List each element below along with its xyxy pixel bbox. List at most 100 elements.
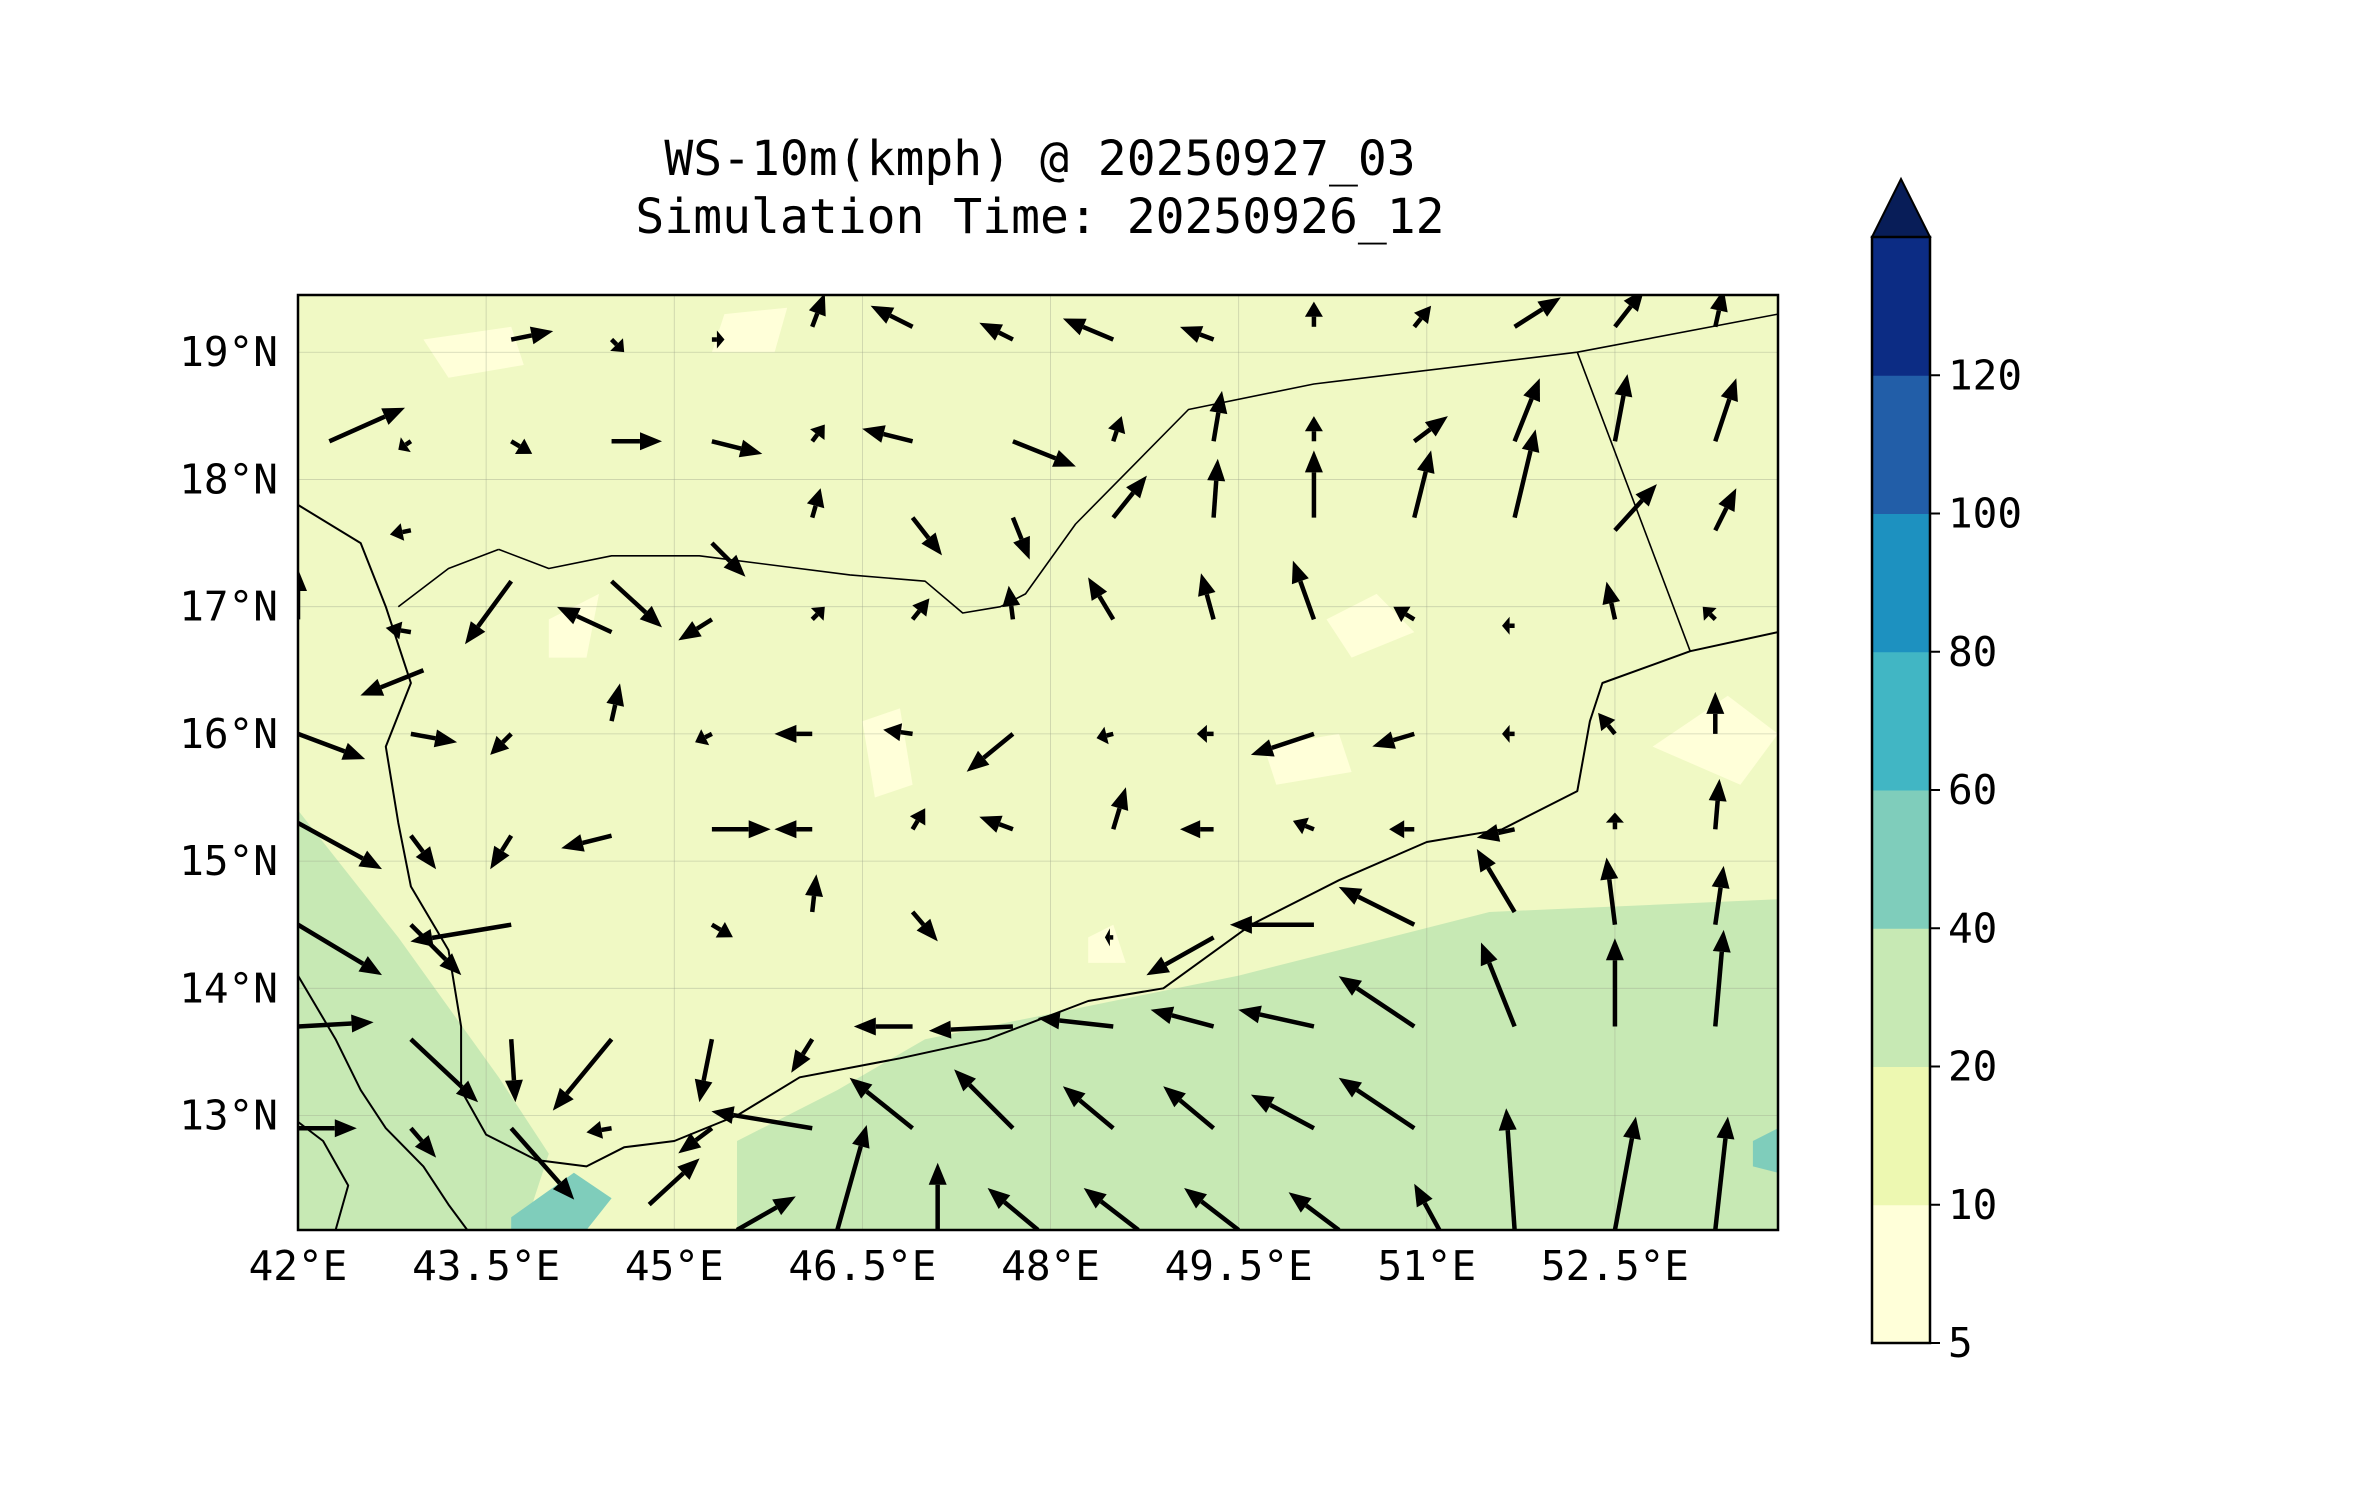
colorbar-extend-triangle <box>1870 176 1932 238</box>
wind-vector-arrow <box>806 488 825 519</box>
latitude-tick-label: 13°N <box>179 1092 278 1140</box>
wind-vector-arrow <box>909 808 926 831</box>
wind-vector-arrow <box>1502 616 1515 635</box>
wind-vector-arrow <box>398 437 413 453</box>
wind-speed-contour-5-10 <box>1088 924 1126 963</box>
wind-vector-arrow <box>710 541 746 577</box>
african-coast-small <box>298 1121 350 1230</box>
colorbar-tick-label: 120 <box>1948 351 2022 399</box>
wind-vector-arrow <box>1713 378 1738 443</box>
wind-vector-arrow <box>910 910 938 942</box>
longitude-tick-label: 51°E <box>1377 1242 1476 1290</box>
wind-vector-arrow <box>883 723 913 742</box>
longitude-tick-label: 45°E <box>625 1242 724 1290</box>
colorbar-segment <box>1872 1204 1930 1344</box>
wind-vector-arrow <box>1393 606 1416 623</box>
colorbar-tick-label: 80 <box>1948 628 1997 676</box>
wind-vector-arrow <box>1012 439 1076 467</box>
wind-vector-arrow <box>694 1038 715 1103</box>
wind-vector-arrow <box>1513 297 1561 329</box>
wind-speed-contour-5-10 <box>548 593 599 658</box>
latitude-tick-label: 18°N <box>179 455 278 503</box>
wind-vector-arrow <box>1338 886 1416 927</box>
colorbar-segment <box>1872 790 1930 929</box>
wind-vector-arrow <box>298 820 382 870</box>
colorbar-tick-label: 5 <box>1948 1319 1973 1367</box>
wind-vector-arrow <box>1602 581 1621 620</box>
wind-vector-arrow <box>966 732 1015 772</box>
wind-vector-arrow <box>979 322 1014 342</box>
wind-vector-arrow <box>1598 712 1617 736</box>
wind-vector-arrow <box>1338 976 1416 1029</box>
wind-vector-arrow <box>835 1125 870 1230</box>
wind-vector-arrow <box>1198 573 1216 620</box>
wind-vector-arrow <box>710 922 733 938</box>
wind-vector-arrow <box>1209 390 1228 442</box>
colorbar-segment <box>1872 237 1930 376</box>
wind-vector-arrow <box>1110 787 1129 830</box>
wind-vector-arrow <box>1708 778 1727 830</box>
wind-vector-arrow <box>1338 1077 1416 1131</box>
wind-vector-arrow <box>1096 726 1114 745</box>
wind-vector-arrow <box>1612 374 1633 442</box>
wind-speed-contour-5-10 <box>423 326 524 378</box>
wind-vector-arrow <box>810 606 825 621</box>
wind-vector-arrow <box>1180 820 1214 839</box>
wind-vector-arrow <box>1180 326 1215 343</box>
wind-vector-arrow <box>1104 928 1114 947</box>
saudi-yemen-border <box>498 313 1778 614</box>
colorbar-segment <box>1872 928 1930 1067</box>
wind-vector-arrow <box>910 516 942 556</box>
wind-vector-arrow <box>1250 731 1315 757</box>
wind-vector-arrow <box>606 683 624 722</box>
longitude-tick-label: 52.5°E <box>1541 1242 1689 1290</box>
wind-vector-arrow <box>1414 1183 1442 1230</box>
wind-vector-arrow <box>409 1037 479 1103</box>
wind-vector-arrow <box>870 305 914 329</box>
wind-vector-arrow <box>1476 849 1517 914</box>
longitude-tick-label: 49.5°E <box>1165 1242 1313 1290</box>
wind-vector-arrow <box>711 330 725 349</box>
wind-vector-arrow <box>1512 429 1540 519</box>
latitude-tick-label: 14°N <box>179 964 278 1012</box>
colorbar-tick-label: 40 <box>1948 904 1997 952</box>
wind-vector-arrow <box>1196 724 1214 743</box>
map-title-line1: WS-10m(kmph) @ 20250927_03 <box>664 131 1416 187</box>
wind-vector-arrow <box>490 732 513 755</box>
colorbar-segment <box>1872 1066 1930 1206</box>
colorbar-segment <box>1872 651 1930 791</box>
colorbar-tick-label: 60 <box>1948 766 1997 814</box>
wind-vector-arrow <box>928 1162 947 1230</box>
wind-vector-arrow <box>298 1119 357 1138</box>
colorbar-tick-label: 100 <box>1948 490 2022 538</box>
wind-vector-arrow <box>791 1037 815 1073</box>
wind-vector-arrow <box>1207 458 1226 518</box>
wind-vector-arrow <box>1291 560 1317 621</box>
saudi-border-west <box>397 548 499 608</box>
colorbar-tick-label: 10 <box>1948 1181 1997 1229</box>
wind-speed-contour-5-10 <box>1652 695 1778 785</box>
longitude-tick-label: 42°E <box>249 1242 348 1290</box>
wind-vector-arrow <box>1713 1116 1735 1230</box>
colorbar-segment <box>1872 375 1930 514</box>
wind-vector-arrow <box>1250 1094 1315 1131</box>
wind-vector-arrow <box>557 606 613 635</box>
wind-vector-arrow <box>509 1126 575 1200</box>
wind-vector-arrow <box>678 1126 714 1154</box>
wind-vector-arrow <box>954 1069 1015 1130</box>
wind-vector-arrow <box>389 523 412 541</box>
wind-vector-arrow <box>1062 1086 1115 1130</box>
colorbar-segment <box>1872 513 1930 653</box>
yemen-oman-border <box>1576 351 1691 652</box>
wind-speed-contour-20-40 <box>737 899 1778 1230</box>
wind-vector-arrow <box>1710 295 1728 328</box>
wind-vector-arrow <box>1184 1188 1241 1230</box>
wind-vector-arrow <box>1713 488 1737 532</box>
wind-vector-arrow <box>505 1039 523 1103</box>
map-frame <box>296 293 1780 1232</box>
wind-vector-arrow <box>678 617 714 641</box>
wind-vector-arrow <box>1498 1108 1517 1230</box>
wind-vector-arrow <box>1292 817 1315 835</box>
wind-vector-arrow <box>1304 301 1323 327</box>
